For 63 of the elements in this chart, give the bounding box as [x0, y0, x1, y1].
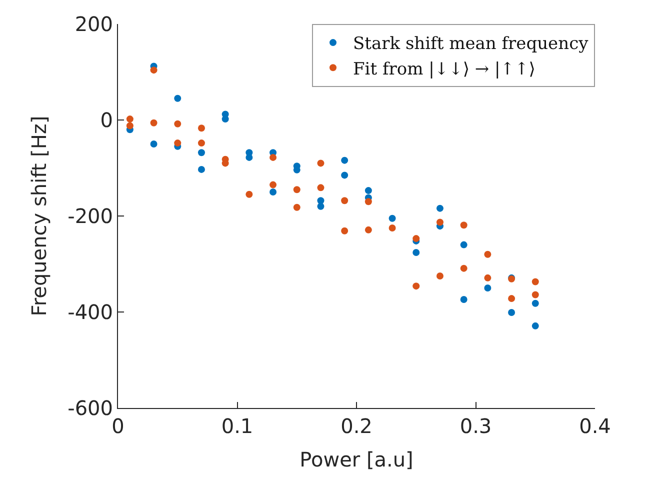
point [293, 186, 300, 194]
point [532, 300, 539, 307]
point [364, 187, 372, 194]
point [484, 274, 492, 282]
x-tick-label: 0.1 [221, 414, 254, 438]
legend-label: Fit from |↓↓⟩ → |↑↑⟩ [353, 59, 536, 80]
point [174, 140, 182, 147]
y-tick-label: -600 [68, 396, 113, 420]
point [412, 248, 420, 256]
point [364, 226, 372, 234]
point [174, 94, 182, 102]
legend-label: Stark shift mean frequency [353, 34, 589, 54]
y-tick-label: 0 [100, 108, 113, 132]
y-tick-label: -400 [68, 300, 113, 324]
point [341, 172, 348, 179]
point [508, 308, 516, 316]
point [270, 181, 277, 188]
point [388, 214, 396, 222]
point [532, 278, 539, 286]
point [436, 272, 444, 280]
point [341, 197, 348, 204]
point [198, 149, 205, 156]
point [532, 322, 539, 330]
point [317, 184, 324, 192]
point [341, 156, 348, 164]
point [270, 188, 277, 196]
point [198, 140, 205, 147]
point [174, 120, 182, 128]
point [532, 291, 539, 298]
y-tick-label: 200 [74, 12, 113, 36]
point [436, 218, 444, 226]
point [222, 116, 229, 123]
point [126, 116, 134, 123]
y-axis-title: Frequency shift [Hz] [27, 116, 52, 316]
x-tick-label: 0.2 [340, 414, 372, 438]
point [150, 119, 158, 126]
point [293, 204, 300, 211]
point [508, 295, 516, 302]
point [317, 197, 324, 204]
point [198, 124, 205, 132]
point [246, 190, 253, 198]
point [317, 160, 324, 167]
point [460, 241, 468, 248]
x-tick-label: 0.4 [579, 414, 611, 438]
point [198, 166, 205, 173]
point [436, 204, 444, 212]
x-tick-label: 0.3 [460, 414, 492, 438]
point [270, 154, 277, 161]
point [412, 282, 420, 290]
point [460, 222, 468, 229]
point [388, 224, 396, 232]
point [484, 250, 492, 258]
point [150, 140, 158, 148]
point [150, 66, 158, 74]
point [484, 284, 492, 292]
point [460, 296, 468, 304]
x-axis-title: Power [a.u] [300, 448, 414, 472]
point [126, 122, 134, 130]
point [341, 227, 348, 234]
point [317, 202, 324, 210]
point [460, 264, 468, 272]
y-tick-label: -200 [68, 204, 113, 228]
point [364, 198, 372, 206]
